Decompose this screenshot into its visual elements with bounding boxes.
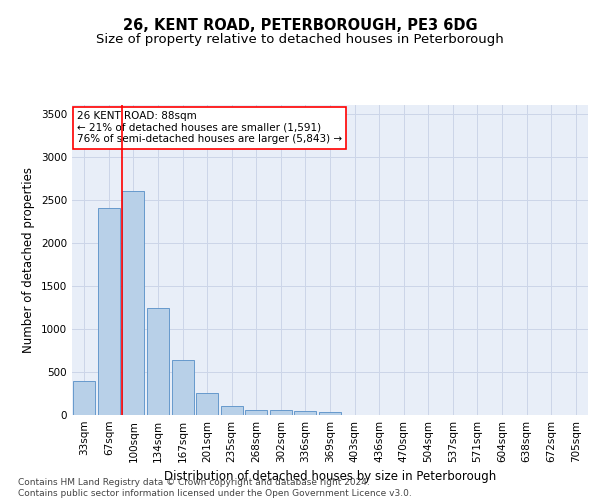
Bar — [73, 382, 95, 415]
Bar — [98, 208, 120, 415]
Text: Contains HM Land Registry data © Crown copyright and database right 2024.
Contai: Contains HM Land Registry data © Crown c… — [18, 478, 412, 498]
Bar — [147, 308, 169, 415]
Bar — [295, 410, 316, 415]
Bar — [319, 412, 341, 415]
Bar — [196, 392, 218, 415]
Bar — [172, 360, 194, 415]
Bar — [270, 410, 292, 415]
X-axis label: Distribution of detached houses by size in Peterborough: Distribution of detached houses by size … — [164, 470, 496, 484]
Text: 26, KENT ROAD, PETERBOROUGH, PE3 6DG: 26, KENT ROAD, PETERBOROUGH, PE3 6DG — [122, 18, 478, 32]
Bar — [122, 191, 145, 415]
Y-axis label: Number of detached properties: Number of detached properties — [22, 167, 35, 353]
Bar — [245, 410, 268, 415]
Text: 26 KENT ROAD: 88sqm
← 21% of detached houses are smaller (1,591)
76% of semi-det: 26 KENT ROAD: 88sqm ← 21% of detached ho… — [77, 111, 342, 144]
Bar — [221, 406, 243, 415]
Text: Size of property relative to detached houses in Peterborough: Size of property relative to detached ho… — [96, 32, 504, 46]
